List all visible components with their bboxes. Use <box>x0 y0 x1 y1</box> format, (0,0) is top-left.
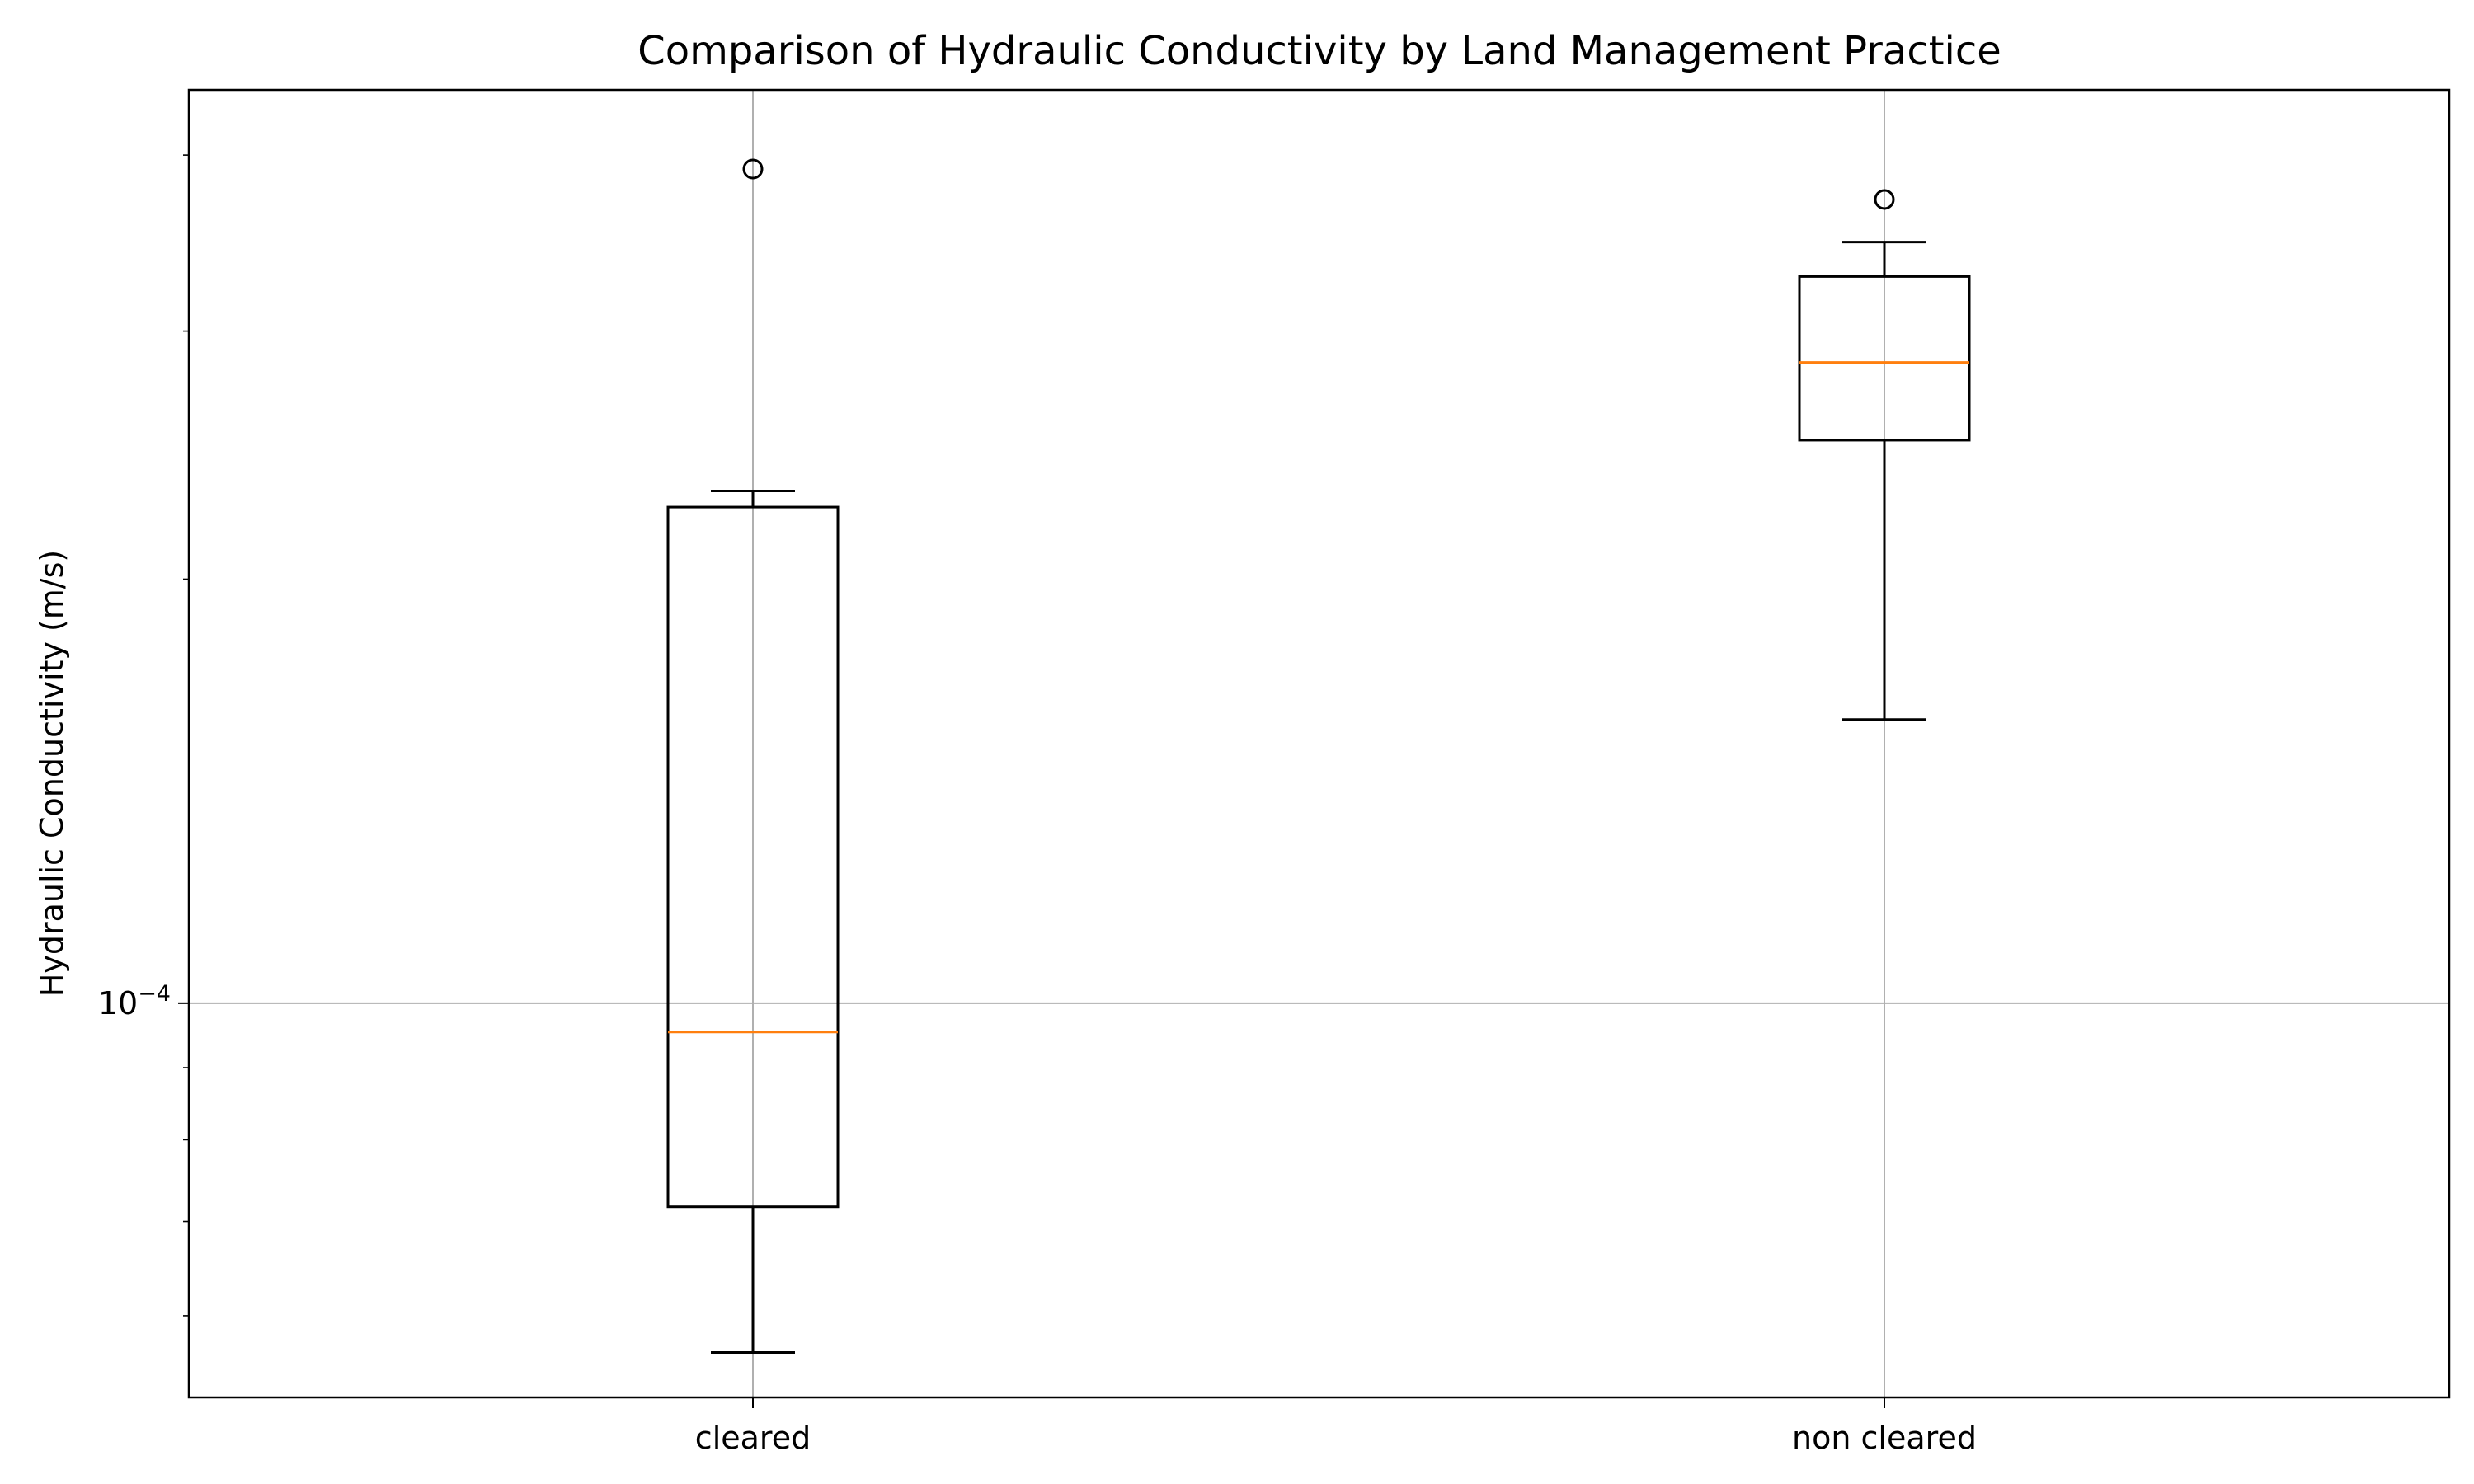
box-cleared <box>666 158 840 1355</box>
plot-area-frame <box>187 88 2451 1399</box>
outlier-point <box>1874 189 1895 210</box>
grid-lines <box>189 90 2449 1397</box>
x-tick-label: non cleared <box>1792 1420 1977 1456</box>
y-axis-label: Hydraulic Conductivity (m/s) <box>34 550 70 997</box>
x-tick-label: cleared <box>695 1420 811 1456</box>
box-non-cleared <box>1798 189 1971 721</box>
axis-ticks: 10−4 cleared non cleared <box>98 154 1977 1456</box>
interquartile-box <box>1798 275 1971 442</box>
y-tick-label: 10−4 <box>98 981 171 1021</box>
outlier-point <box>742 158 764 180</box>
box-series <box>666 158 1971 1355</box>
interquartile-box <box>666 505 840 1209</box>
chart-title: Comparison of Hydraulic Conductivity by … <box>637 28 2001 74</box>
